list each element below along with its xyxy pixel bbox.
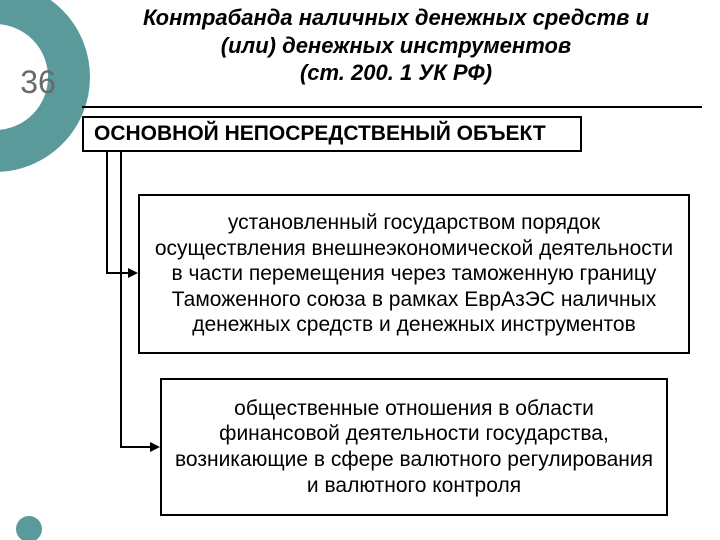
page-number: 36 xyxy=(8,64,68,101)
connector-b-vert xyxy=(120,152,122,448)
title-line-3: (ст. 200. 1 УК РФ) xyxy=(300,60,492,85)
title-underline xyxy=(82,106,702,108)
connector-a-horiz xyxy=(106,272,128,274)
connector-a-vert xyxy=(106,152,108,274)
title-line-1: Контрабанда наличных денежных средств и xyxy=(143,5,649,30)
definition-box-a-text: установленный государством порядок осуще… xyxy=(150,210,678,338)
definition-box-b-text: общественные отношения в области финансо… xyxy=(172,396,656,498)
subject-box: ОСНОВНОЙ НЕПОСРЕДСТВЕНЫЙ ОБЪЕКТ xyxy=(82,116,582,152)
definition-box-b: общественные отношения в области финансо… xyxy=(160,378,668,516)
connector-b-arrow xyxy=(150,442,160,452)
slide-title: Контрабанда наличных денежных средств и … xyxy=(82,4,710,87)
connector-b-horiz xyxy=(120,446,150,448)
definition-box-a: установленный государством порядок осуще… xyxy=(138,194,690,354)
connector-a-arrow xyxy=(128,268,138,278)
title-line-2: (или) денежных инструментов xyxy=(221,33,571,58)
decor-dot xyxy=(16,516,42,540)
slide: 36 Контрабанда наличных денежных средств… xyxy=(0,0,720,540)
subject-box-text: ОСНОВНОЙ НЕПОСРЕДСТВЕНЫЙ ОБЪЕКТ xyxy=(94,121,546,147)
